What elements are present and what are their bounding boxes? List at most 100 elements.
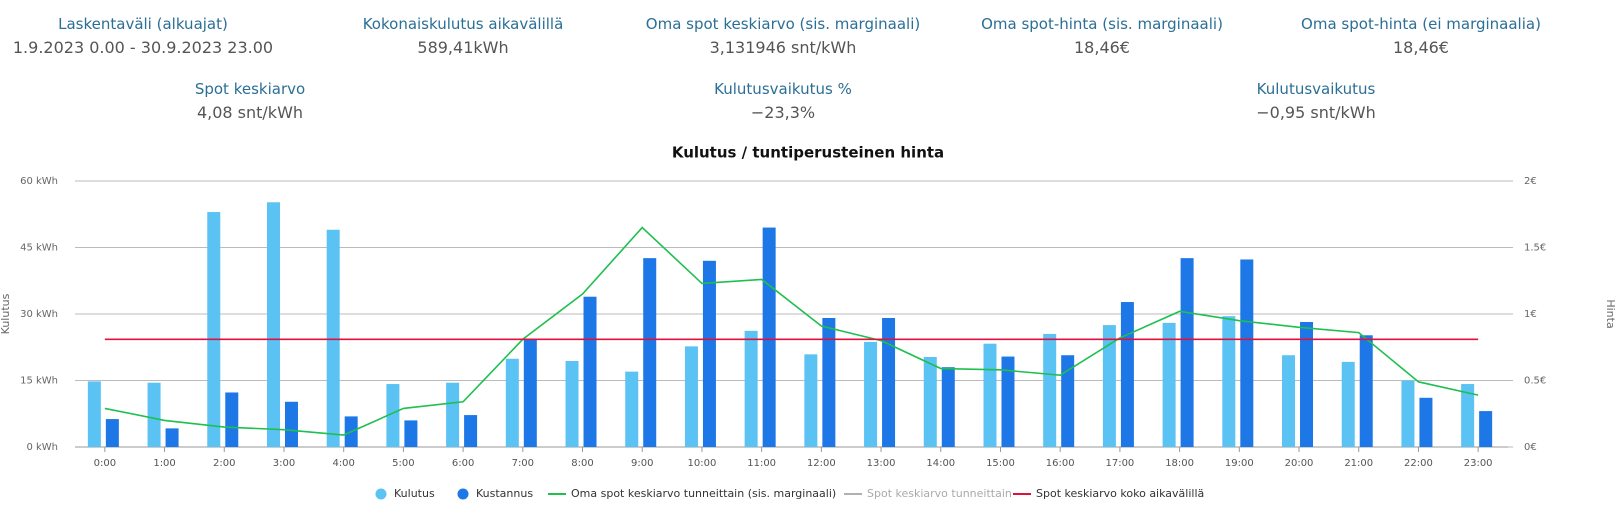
y-axis-title: Kulutus bbox=[0, 293, 12, 334]
bar bbox=[1043, 333, 1057, 447]
bar bbox=[1061, 355, 1075, 447]
x-tick-label: 19:00 bbox=[1225, 458, 1254, 469]
bar bbox=[523, 339, 537, 447]
x-tick-label: 11:00 bbox=[747, 458, 776, 469]
bar bbox=[1240, 259, 1254, 447]
stat: Laskentaväli (alkuajat) 1.9.2023 0.00 - 3… bbox=[0, 14, 303, 59]
bar bbox=[1479, 411, 1493, 447]
y2-tick-label: 1€ bbox=[1524, 309, 1537, 320]
stat-value: 4,08 snt/kWh bbox=[196, 103, 304, 122]
legend-label: Oma spot keskiarvo tunneittain (sis. mar… bbox=[571, 487, 836, 500]
x-tick-label: 23:00 bbox=[1464, 458, 1493, 469]
x-tick-label: 4:00 bbox=[332, 458, 354, 469]
legend-marker bbox=[375, 488, 387, 500]
bar bbox=[1120, 302, 1134, 447]
stat: Kulutusvaikutus −0,95 snt/kWh bbox=[1156, 79, 1476, 124]
stat-value: 18,46€ bbox=[1393, 38, 1449, 57]
y-tick-label: 15 kWh bbox=[20, 376, 58, 387]
bar bbox=[207, 212, 221, 447]
x-tick-label: 0:00 bbox=[94, 458, 116, 469]
bar bbox=[822, 317, 836, 447]
bar bbox=[1401, 380, 1415, 447]
y-tick-label: 45 kWh bbox=[20, 243, 58, 254]
stat-label: Oma spot-hinta (sis. marginaali) bbox=[981, 15, 1223, 33]
x-tick-label: 12:00 bbox=[807, 458, 836, 469]
stat-label: Laskentaväli (alkuajat) bbox=[58, 15, 228, 33]
bar bbox=[1419, 397, 1433, 447]
stat-label: Kulutusvaikutus % bbox=[714, 80, 852, 98]
bar bbox=[1341, 361, 1355, 447]
stat-value: 18,46€ bbox=[1074, 38, 1130, 57]
bar bbox=[625, 371, 639, 447]
bar bbox=[583, 296, 597, 447]
bar bbox=[804, 354, 818, 447]
bar bbox=[284, 401, 298, 447]
bar bbox=[1222, 316, 1236, 447]
x-tick-label: 14:00 bbox=[926, 458, 955, 469]
x-tick-label: 13:00 bbox=[867, 458, 896, 469]
bar bbox=[326, 229, 340, 447]
bar bbox=[1180, 258, 1194, 447]
stat-label: Oma spot keskiarvo (sis. marginaali) bbox=[645, 15, 921, 33]
stat: Oma spot-hinta (ei marginaalia) 18,46€ bbox=[1261, 14, 1581, 59]
bar bbox=[464, 415, 478, 447]
x-tick-label: 15:00 bbox=[986, 458, 1015, 469]
stat-value: −23,3% bbox=[750, 103, 816, 122]
line bbox=[104, 226, 1479, 436]
bar bbox=[1359, 335, 1373, 447]
y-tick-label: 30 kWh bbox=[20, 309, 58, 320]
legend-label: Spot keskiarvo tunneittain bbox=[867, 487, 1012, 500]
bar bbox=[565, 360, 579, 447]
x-tick-label: 17:00 bbox=[1105, 458, 1134, 469]
legend-label: Kulutus bbox=[394, 487, 435, 500]
stat: Oma spot-hinta (sis. marginaali) 18,46€ bbox=[942, 14, 1262, 59]
bar bbox=[1300, 321, 1314, 447]
y2-tick-label: 1.5€ bbox=[1524, 243, 1546, 254]
stat: Kokonaiskulutus aikavälillä 589,41kWh bbox=[303, 14, 623, 59]
bar bbox=[864, 341, 878, 447]
stat: Kulutusvaikutus % −23,3% bbox=[623, 79, 943, 124]
x-tick-label: 20:00 bbox=[1285, 458, 1314, 469]
bar bbox=[225, 392, 239, 447]
stat-value: −0,95 snt/kWh bbox=[1256, 103, 1376, 122]
stat-label: Spot keskiarvo bbox=[194, 80, 306, 98]
x-tick-label: 2:00 bbox=[213, 458, 235, 469]
stat-label: Kokonaiskulutus aikavälillä bbox=[362, 15, 564, 33]
bar bbox=[1282, 355, 1296, 447]
stat: Spot keskiarvo 4,08 snt/kWh bbox=[90, 79, 410, 124]
bar bbox=[1102, 325, 1116, 447]
stat-label: Kulutusvaikutus bbox=[1256, 80, 1376, 98]
x-tick-label: 3:00 bbox=[273, 458, 295, 469]
legend-label: Kustannus bbox=[476, 487, 533, 500]
bar bbox=[702, 260, 716, 447]
y2-tick-label: 0.5€ bbox=[1524, 376, 1546, 387]
bar bbox=[266, 202, 280, 447]
bar bbox=[1001, 356, 1015, 447]
stat-value: 589,41kWh bbox=[417, 38, 509, 57]
bar bbox=[941, 367, 955, 447]
bar bbox=[643, 258, 657, 447]
bar bbox=[882, 317, 896, 447]
bar bbox=[105, 419, 119, 447]
y-tick-label: 60 kWh bbox=[20, 176, 58, 187]
bar bbox=[762, 227, 776, 447]
x-tick-label: 1:00 bbox=[153, 458, 175, 469]
y-tick-label: 0 kWh bbox=[26, 442, 58, 453]
bar bbox=[147, 382, 161, 447]
x-tick-label: 6:00 bbox=[452, 458, 474, 469]
x-tick-label: 7:00 bbox=[512, 458, 534, 469]
bar bbox=[983, 343, 997, 447]
bar bbox=[404, 420, 418, 447]
bar bbox=[505, 358, 519, 447]
stat-value: 1.9.2023 0.00 - 30.9.2023 23.00 bbox=[12, 38, 274, 57]
bar bbox=[446, 382, 460, 447]
legend-label: Spot keskiarvo koko aikavälillä bbox=[1036, 487, 1204, 500]
x-tick-label: 22:00 bbox=[1404, 458, 1433, 469]
bar bbox=[923, 357, 937, 447]
x-tick-label: 8:00 bbox=[571, 458, 593, 469]
stat-value: 3,131946 snt/kWh bbox=[709, 38, 857, 57]
x-tick-label: 18:00 bbox=[1165, 458, 1194, 469]
legend-marker bbox=[457, 488, 469, 500]
y2-axis-title: Hinta bbox=[1604, 299, 1616, 328]
stat: Oma spot keskiarvo (sis. marginaali) 3,13… bbox=[623, 14, 943, 59]
